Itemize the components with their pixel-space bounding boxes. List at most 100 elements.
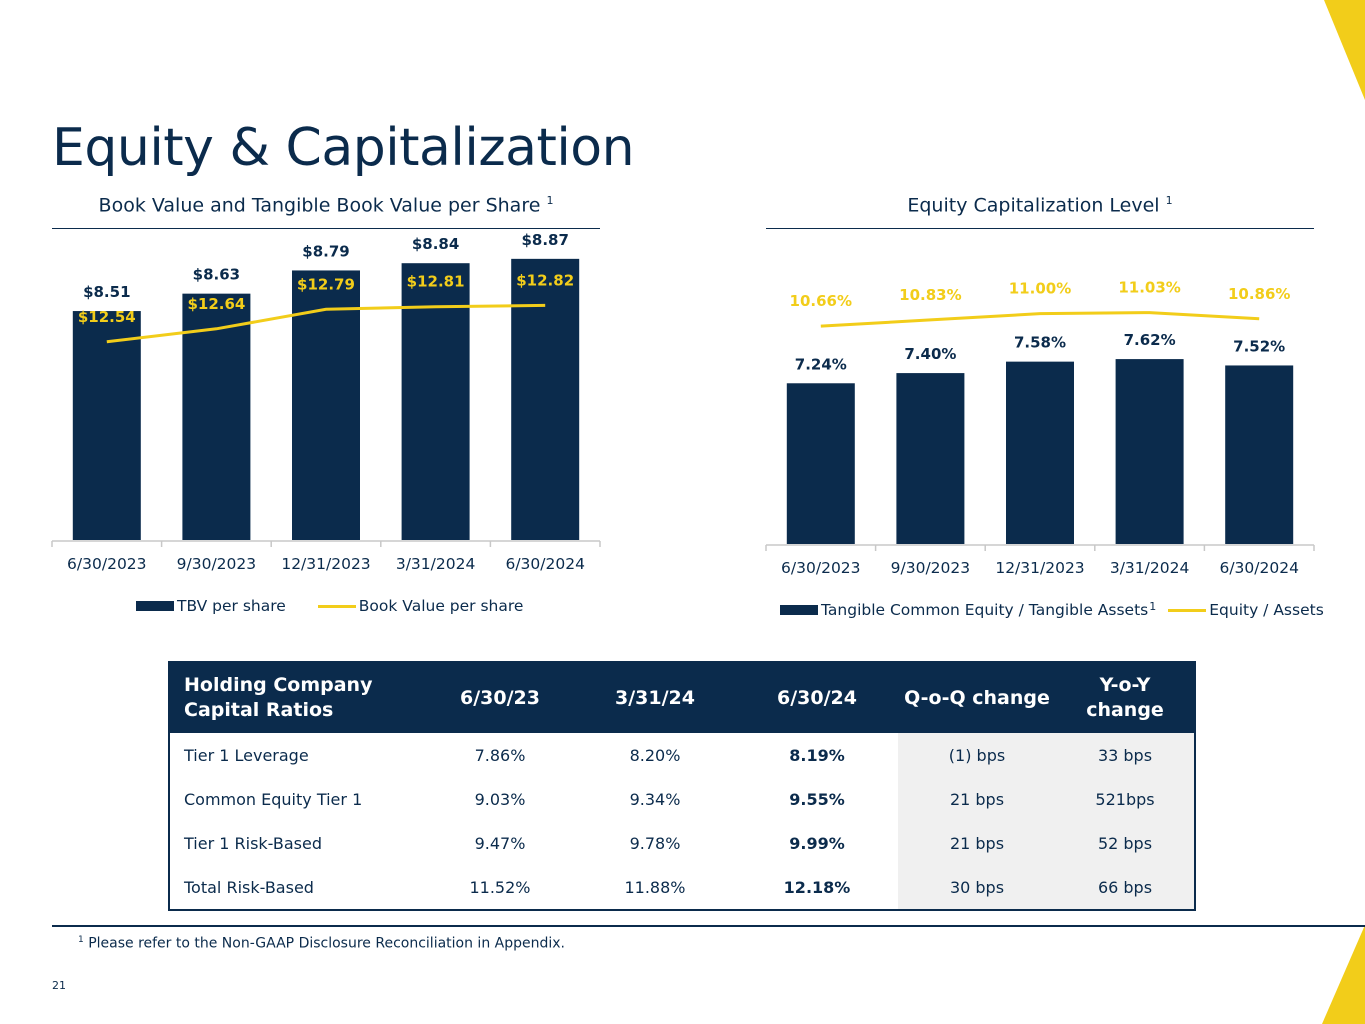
cell-value-6-30-23: 9.47% xyxy=(474,833,526,853)
bar-data-label: 7.24% xyxy=(795,355,847,373)
line-data-label: $12.81 xyxy=(407,273,465,291)
bar xyxy=(896,373,965,544)
line-data-label: 11.00% xyxy=(1009,280,1071,298)
cell-value-6-30-24: 8.19% xyxy=(789,745,845,765)
bar-data-label: $8.51 xyxy=(83,283,130,301)
table-row: Tier 1 Leverage 7.86% 8.20% 8.19% (1) bps 33 … xyxy=(169,733,1195,777)
table-header-row: Holding Company Capital Ratios 6/30/23 3… xyxy=(169,662,1195,733)
footnote: 1 Please refer to the Non-GAAP Disclosur… xyxy=(78,935,565,952)
bar-data-label: 7.52% xyxy=(1233,337,1285,355)
bar xyxy=(786,383,855,544)
legend-label-book-value: Book Value per share xyxy=(358,597,524,615)
table-row: Total Risk-Based 11.52% 11.88% 12.18% 30 bps… xyxy=(169,865,1195,910)
right-title-rule xyxy=(766,228,1314,229)
footnote-marker: 1 xyxy=(1165,194,1173,207)
right-chart-legend: Tangible Common Equity / Tangible Assets… xyxy=(780,599,1324,619)
line-data-label: 10.83% xyxy=(899,286,961,304)
footnote-marker: 1 xyxy=(546,194,554,207)
page-number: 21 xyxy=(52,979,66,992)
line-data-label: 10.66% xyxy=(790,292,852,310)
bar-data-label: 7.40% xyxy=(904,345,956,363)
x-tick-label: 6/30/2023 xyxy=(67,555,146,573)
cell-qoq-change: 21 bps xyxy=(898,821,1056,865)
bar xyxy=(182,293,251,540)
page-title: Equity & Capitalization xyxy=(52,118,635,178)
bar xyxy=(72,311,141,540)
bar xyxy=(401,263,470,540)
bar-data-label: 7.62% xyxy=(1124,331,1176,349)
bar xyxy=(1006,361,1074,544)
cell-qoq-change: 30 bps xyxy=(898,865,1056,910)
x-tick-label: 6/30/2024 xyxy=(1219,559,1298,577)
right-chart-title: Equity Capitalization Level 1 xyxy=(766,194,1314,216)
cell-value-6-30-24: 9.55% xyxy=(789,789,845,809)
line-data-label: $12.54 xyxy=(78,308,136,326)
footnote-marker: 1 xyxy=(1149,599,1157,613)
bar xyxy=(292,270,360,540)
line-data-label: $12.82 xyxy=(516,271,574,289)
x-tick-label: 3/31/2024 xyxy=(396,555,475,573)
cell-qoq-change: 21 bps xyxy=(898,777,1056,821)
cell-yoy-change: 66 bps xyxy=(1056,865,1195,910)
header-3-31-24: 3/31/24 xyxy=(574,662,736,733)
legend-bar-swatch xyxy=(136,601,174,611)
header-6-30-24: 6/30/24 xyxy=(736,662,898,733)
capital-ratios-table: Holding Company Capital Ratios 6/30/23 3… xyxy=(168,661,1196,911)
x-tick-label: 6/30/2024 xyxy=(505,555,584,573)
right-chart-title-text: Equity Capitalization Level xyxy=(907,194,1160,217)
x-tick-label: 12/31/2023 xyxy=(281,555,370,573)
cell-value-3-31-24: 11.88% xyxy=(624,877,686,897)
legend-label-equity-assets: Equity / Assets xyxy=(1209,601,1324,619)
cell-value-3-31-24: 9.78% xyxy=(629,833,681,853)
header-6-30-23: 6/30/23 xyxy=(426,662,574,733)
line-series-equity-assets xyxy=(820,311,1260,328)
cell-value-3-31-24: 8.20% xyxy=(629,745,681,765)
cell-value-6-30-23: 7.86% xyxy=(474,745,526,765)
left-chart-title: Book Value and Tangible Book Value per S… xyxy=(52,194,600,216)
table-row: Tier 1 Risk-Based 9.47% 9.78% 9.99% 21 bps 52… xyxy=(169,821,1195,865)
line-data-label: 10.86% xyxy=(1228,285,1290,303)
table-row: Common Equity Tier 1 9.03% 9.34% 9.55% 21 bp… xyxy=(169,777,1195,821)
legend-bar-swatch xyxy=(780,605,818,615)
left-chart-title-text: Book Value and Tangible Book Value per S… xyxy=(98,194,541,217)
gold-corner-decoration-bottom xyxy=(1322,925,1365,1024)
cell-metric-name: Total Risk-Based xyxy=(184,877,314,897)
cell-value-6-30-24: 12.18% xyxy=(783,877,851,897)
line-series-book-value xyxy=(106,303,546,344)
cell-metric-name: Common Equity Tier 1 xyxy=(184,789,363,809)
x-tick-label: 12/31/2023 xyxy=(995,559,1084,577)
legend-line-swatch xyxy=(317,604,356,608)
bar xyxy=(511,258,580,540)
bar xyxy=(1115,359,1184,544)
bar-data-label: $8.84 xyxy=(412,235,459,253)
footnote-marker: 1 xyxy=(78,935,84,945)
header-yoy-change: Y-o-Y change xyxy=(1056,662,1195,733)
x-tick-label: 9/30/2023 xyxy=(177,555,256,573)
header-qoq-change: Q-o-Q change xyxy=(898,662,1056,733)
legend-label-tbv: TBV per share xyxy=(177,597,286,615)
left-chart-legend: TBV per share Book Value per share xyxy=(136,597,523,615)
header-metric: Holding Company Capital Ratios xyxy=(169,662,426,733)
bar-data-label: $8.87 xyxy=(521,231,568,249)
x-tick-label: 3/31/2024 xyxy=(1110,559,1189,577)
cell-value-3-31-24: 9.34% xyxy=(629,789,681,809)
footnote-text: Please refer to the Non-GAAP Disclosure … xyxy=(88,935,565,952)
line-data-label: $12.64 xyxy=(187,295,245,313)
bar-data-label: 7.58% xyxy=(1014,334,1066,352)
book-value-chart: $8.51 $12.54 6/30/2023 $8.63 $12.64 9/30/2023… xyxy=(51,231,601,573)
cell-value-6-30-23: 11.52% xyxy=(469,877,531,897)
x-tick-label: 6/30/2023 xyxy=(781,559,860,577)
x-tick-label: 9/30/2023 xyxy=(891,559,970,577)
cell-yoy-change: 521bps xyxy=(1056,777,1195,821)
legend-line-swatch xyxy=(1168,608,1207,612)
line-data-label: $12.79 xyxy=(297,275,355,293)
left-title-rule xyxy=(52,228,600,229)
bar xyxy=(1225,365,1294,544)
cell-yoy-change: 52 bps xyxy=(1056,821,1195,865)
cell-value-6-30-23: 9.03% xyxy=(474,789,526,809)
equity-capitalization-chart: 7.24% 10.66% 6/30/2023 7.40% 10.83% 9/30/2023… xyxy=(765,279,1315,577)
gold-corner-decoration-top xyxy=(1324,0,1365,100)
cell-qoq-change: (1) bps xyxy=(898,733,1056,777)
cell-yoy-change: 33 bps xyxy=(1056,733,1195,777)
line-data-label: 11.03% xyxy=(1118,279,1180,297)
